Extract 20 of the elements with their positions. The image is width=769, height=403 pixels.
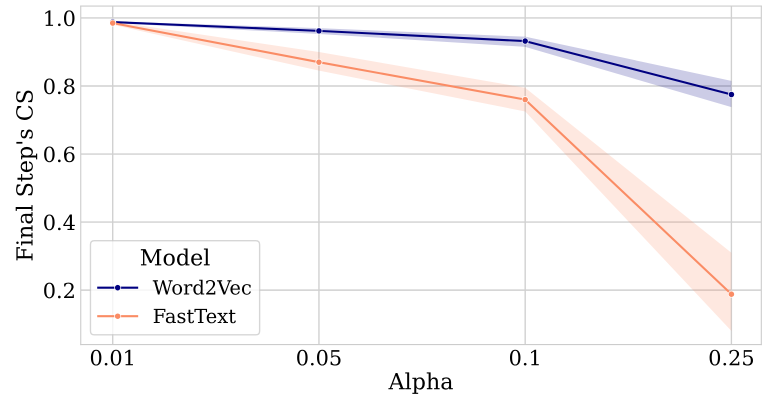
point xyxy=(728,290,735,298)
y-tick-label: 0.2 xyxy=(44,282,74,298)
point xyxy=(522,38,529,45)
legend-label: Word2Vec xyxy=(152,280,251,295)
x-tick-label: 0.1 xyxy=(510,350,539,366)
y-tick-label: 1.0 xyxy=(45,10,74,26)
x-tick-label: 0.25 xyxy=(710,350,753,366)
legend-label: FastText xyxy=(154,308,236,324)
point xyxy=(522,96,529,104)
point xyxy=(315,58,322,66)
point xyxy=(315,27,322,34)
y-tick-label: 0.8 xyxy=(44,78,74,94)
x-axis-title: Alpha xyxy=(388,372,453,394)
x-tick-label: 0.05 xyxy=(297,350,341,366)
legend-title: Model xyxy=(140,248,210,266)
point xyxy=(728,91,735,98)
y-tick-label: 0.6 xyxy=(44,146,75,162)
x-tick-label: 0.01 xyxy=(90,350,133,366)
y-axis-title: Final Step's CS xyxy=(16,90,38,260)
y-tick-label: 0.4 xyxy=(44,214,75,230)
